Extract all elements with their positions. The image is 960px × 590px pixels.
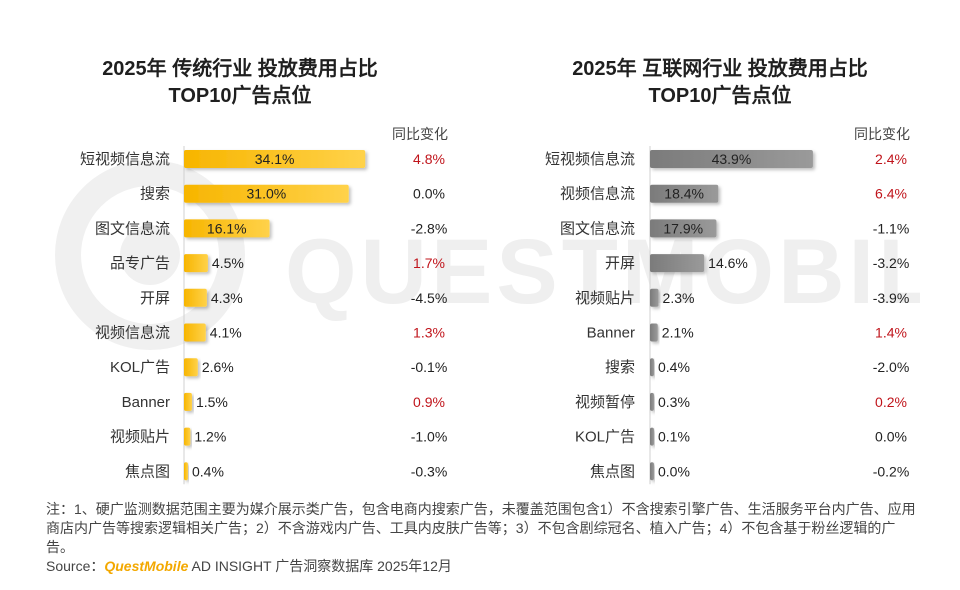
data-label: 18.4% — [664, 186, 704, 202]
data-label: 34.1% — [255, 151, 295, 167]
category-label: KOL广告 — [575, 429, 635, 446]
yoy-change-header: 同比变化 — [392, 126, 448, 142]
data-label: 4.1% — [210, 325, 242, 341]
data-label: 2.3% — [663, 290, 695, 306]
bar — [184, 150, 366, 168]
bar — [184, 358, 198, 377]
chart-title: 2025年 传统行业 投放费用占比 TOP10广告点位 — [0, 56, 480, 110]
data-label: 16.1% — [207, 220, 247, 236]
yoy-change-label: -2.8% — [411, 220, 448, 236]
chart-title: 2025年 互联网行业 投放费用占比 TOP10广告点位 — [480, 56, 960, 110]
category-label: 图文信息流 — [95, 220, 170, 237]
category-label: 短视频信息流 — [545, 151, 635, 168]
category-label: Banner — [122, 394, 170, 411]
data-label: 43.9% — [712, 151, 752, 167]
bar-chart-internet: 短视频信息流 43.9% 2.4% 视频信息流 18.4% 6.4% 图文信息流 17.9% -… — [545, 146, 910, 485]
source-rest: AD INSIGHT 广告洞察数据库 2025年12月 — [188, 558, 452, 574]
data-label: 0.4% — [658, 359, 690, 375]
chart-panel-traditional: 2025年 传统行业 投放费用占比 TOP10广告点位 同比变化 短视频信息流 3… — [0, 0, 480, 500]
yoy-change-label: 4.8% — [413, 151, 445, 167]
bar — [184, 219, 270, 238]
category-label: 视频贴片 — [110, 429, 170, 446]
bar — [650, 254, 705, 273]
category-label: 焦点图 — [125, 463, 170, 480]
yoy-change-label: -1.0% — [411, 429, 448, 445]
bar — [650, 462, 654, 481]
chart-panel-internet: 2025年 互联网行业 投放费用占比 TOP10广告点位 同比变化 短视频信息流… — [480, 0, 960, 500]
bar — [184, 427, 191, 446]
data-label: 2.1% — [662, 325, 694, 341]
footnote: 注：1、硬广监测数据范围主要为媒介展示类广告，包含电商内搜索广告，未覆盖范围包含… — [46, 501, 916, 555]
yoy-change-label: -1.1% — [873, 220, 910, 236]
yoy-change-label: -4.5% — [411, 290, 448, 306]
yoy-change-header: 同比变化 — [854, 126, 910, 142]
data-label: 17.9% — [663, 220, 703, 236]
yoy-change-label: 0.0% — [413, 186, 445, 202]
data-label: 0.0% — [658, 463, 690, 479]
category-label: Banner — [587, 325, 635, 342]
yoy-change-label: 0.2% — [875, 394, 907, 410]
category-label: 视频信息流 — [560, 186, 635, 203]
bar — [650, 358, 654, 377]
bar — [650, 427, 654, 446]
yoy-change-label: -2.0% — [873, 359, 910, 375]
category-label: 图文信息流 — [560, 220, 635, 237]
yoy-change-label: -0.3% — [411, 463, 448, 479]
category-label: KOL广告 — [110, 359, 170, 376]
category-label: 视频信息流 — [95, 325, 170, 342]
data-label: 31.0% — [247, 186, 287, 202]
data-label: 1.2% — [194, 429, 226, 445]
chart-title-line1: 2025年 传统行业 投放费用占比 — [102, 58, 378, 80]
yoy-change-label: 0.0% — [875, 429, 907, 445]
yoy-change-label: 1.4% — [875, 325, 907, 341]
bar — [650, 184, 719, 203]
bar — [650, 392, 654, 411]
data-label: 4.5% — [212, 255, 244, 271]
chart-title-line1: 2025年 互联网行业 投放费用占比 — [572, 58, 868, 80]
yoy-change-label: 2.4% — [875, 151, 907, 167]
category-label: 开屏 — [605, 255, 635, 272]
bar — [184, 184, 349, 203]
data-label: 0.4% — [192, 463, 224, 479]
bar — [650, 219, 717, 238]
category-label: 搜索 — [140, 186, 170, 203]
bar — [650, 150, 813, 168]
yoy-change-label: -0.2% — [873, 463, 910, 479]
chart-title-line2: TOP10广告点位 — [648, 85, 792, 107]
category-label: 视频贴片 — [575, 290, 635, 307]
yoy-change-label: -3.2% — [873, 255, 910, 271]
data-label: 14.6% — [708, 255, 748, 271]
bar — [650, 288, 659, 307]
data-label: 0.3% — [658, 394, 690, 410]
yoy-change-label: -0.1% — [411, 359, 448, 375]
data-label: 4.3% — [211, 290, 243, 306]
bar — [184, 392, 192, 411]
data-label: 1.5% — [196, 394, 228, 410]
data-label: 0.1% — [658, 429, 690, 445]
category-label: 开屏 — [140, 290, 170, 307]
source-line: Source：QuestMobile AD INSIGHT 广告洞察数据库 20… — [46, 556, 452, 576]
category-label: 品专广告 — [110, 255, 170, 272]
yoy-change-label: 1.7% — [413, 255, 445, 271]
bar — [184, 462, 188, 481]
category-label: 视频暂停 — [575, 394, 635, 411]
bar — [184, 254, 208, 273]
yoy-change-label: 0.9% — [413, 394, 445, 410]
category-label: 短视频信息流 — [80, 151, 170, 168]
source-prefix: Source： — [46, 558, 105, 574]
chart-title-line2: TOP10广告点位 — [168, 85, 312, 107]
source-brand: QuestMobile — [104, 558, 189, 574]
bar — [184, 323, 206, 342]
category-label: 搜索 — [605, 359, 635, 376]
bar — [650, 323, 658, 342]
data-label: 2.6% — [202, 359, 234, 375]
yoy-change-label: 6.4% — [875, 186, 907, 202]
yoy-change-label: 1.3% — [413, 325, 445, 341]
category-label: 焦点图 — [590, 463, 635, 480]
yoy-change-label: -3.9% — [873, 290, 910, 306]
bar-chart-traditional: 短视频信息流 34.1% 4.8% 搜索 31.0% 0.0% 图文信息流 16.1% -2.8… — [80, 146, 448, 485]
bar — [184, 288, 207, 307]
